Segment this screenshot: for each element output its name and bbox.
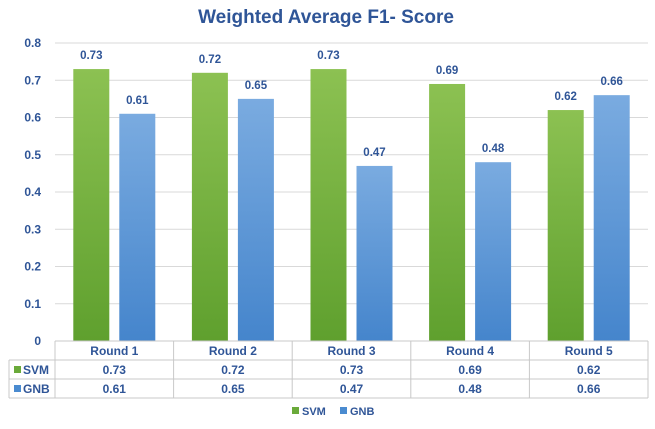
table-cell: 0.66	[577, 382, 601, 396]
table-cell: 0.72	[221, 363, 245, 377]
table-cell: 0.69	[458, 363, 482, 377]
bar-svm-2	[191, 72, 228, 342]
x-category-label: Round 1	[90, 344, 138, 358]
bar-svm-5	[547, 110, 584, 341]
data-label-svm-1: 0.73	[80, 50, 102, 62]
y-tick-label: 0.5	[24, 148, 41, 162]
y-tick-label: 0	[34, 334, 41, 348]
table-cell: 0.62	[577, 363, 601, 377]
data-label-gnb-3: 0.47	[363, 147, 385, 159]
x-category-label: Round 2	[209, 344, 257, 358]
bar-gnb-1	[119, 113, 156, 342]
data-label-svm-4: 0.69	[436, 65, 458, 77]
table-cell: 0.73	[103, 363, 127, 377]
data-label-gnb-5: 0.66	[601, 76, 623, 88]
bar-gnb-5	[593, 95, 630, 342]
table-legend-key	[14, 366, 21, 373]
chart-title: Weighted Average F1- Score	[198, 7, 454, 28]
data-label-svm-3: 0.73	[317, 50, 339, 62]
bars	[73, 69, 630, 342]
table-cell: 0.61	[103, 382, 127, 396]
table-cell: 0.65	[221, 382, 245, 396]
x-category-label: Round 3	[328, 344, 376, 358]
legend: SVM GNB	[292, 406, 375, 418]
data-label-gnb-2: 0.65	[245, 80, 268, 92]
data-label-svm-5: 0.62	[555, 91, 577, 103]
legend-label-gnb: GNB	[350, 406, 375, 418]
y-tick-label: 0.8	[24, 36, 41, 50]
bar-svm-3	[310, 69, 347, 341]
x-category-label: Round 4	[446, 344, 494, 358]
data-label-gnb-1: 0.61	[126, 95, 149, 107]
data-label-svm-2: 0.72	[199, 54, 221, 66]
table-cell: 0.73	[340, 363, 364, 377]
legend-key-svm	[292, 407, 299, 414]
bar-gnb-4	[475, 162, 512, 341]
data-table: Round 1 Round 2 Round 3 Round 4 Round 5 SVM 0.…	[8, 340, 649, 399]
table-legend-key	[14, 385, 21, 392]
bar-svm-1	[73, 69, 110, 341]
table-cell: 0.48	[458, 382, 482, 396]
y-tick-label: 0.4	[24, 185, 41, 199]
legend-key-gnb	[340, 407, 347, 414]
bar-svm-4	[429, 83, 466, 341]
y-tick-label: 0.2	[24, 260, 41, 274]
table-cell: 0.47	[340, 382, 364, 396]
y-tick-label: 0.1	[24, 297, 41, 311]
table-series-name: SVM	[23, 363, 49, 377]
table-series-name: GNB	[23, 382, 50, 396]
bar-gnb-3	[356, 165, 393, 341]
y-tick-label: 0.7	[24, 73, 41, 87]
data-labels: 0.73 0.61 0.72 0.65 0.73 0.47 0.69 0.48 0.62 0.66	[80, 50, 623, 159]
y-tick-label: 0.6	[24, 111, 41, 125]
legend-label-svm: SVM	[302, 406, 326, 418]
y-axis-ticks: 0 0.1 0.2 0.3 0.4 0.5 0.6 0.7 0.8	[24, 36, 41, 348]
bar-gnb-2	[237, 98, 274, 341]
y-tick-label: 0.3	[24, 222, 41, 236]
data-label-gnb-4: 0.48	[482, 143, 505, 155]
x-category-label: Round 5	[565, 344, 613, 358]
